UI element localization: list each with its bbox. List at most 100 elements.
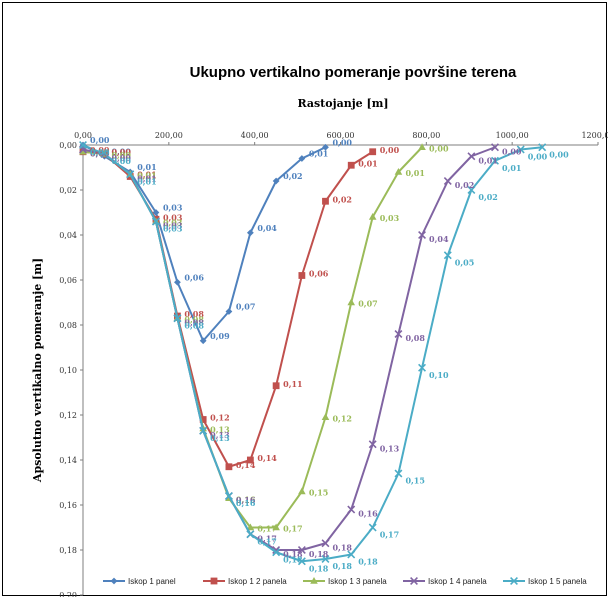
series-line [82, 146, 496, 551]
data-point [174, 278, 181, 286]
data-label: 0,18 [283, 554, 303, 564]
data-label: 0,06 [184, 272, 204, 282]
legend-label: Iskop 1 2 panela [228, 577, 287, 586]
data-label: 0,01 [502, 163, 521, 173]
data-label: 0,01 [478, 155, 497, 165]
series-3 [79, 143, 426, 531]
data-label: 0,03 [163, 218, 183, 228]
data-label: 0,00 [111, 156, 131, 166]
legend-swatch-marker [310, 577, 318, 584]
data-label: 0,18 [309, 563, 329, 573]
data-point [394, 469, 403, 478]
data-label: 0,17 [380, 530, 399, 540]
data-label: 0,04 [429, 234, 449, 244]
series-4 [79, 143, 499, 554]
data-label: 0,16 [236, 495, 256, 505]
data-point [321, 539, 330, 548]
data-label: 0,17 [283, 524, 302, 534]
data-point [443, 177, 452, 185]
y-tick-label: 0,00 [59, 141, 77, 150]
y-tick-label: 0,08 [59, 321, 77, 330]
data-point [491, 156, 499, 165]
x-tick-label: 0,00 [74, 131, 92, 140]
legend-label: Iskop 1 panel [128, 577, 176, 586]
data-label: 0,07 [236, 302, 255, 312]
data-point [418, 231, 427, 239]
data-label: 0,17 [257, 536, 276, 546]
data-label: 0,18 [358, 557, 378, 567]
data-point [369, 148, 377, 156]
data-label: 0,00 [111, 150, 131, 160]
data-point [246, 523, 255, 531]
axes: 0,00 200,00 400,00 600,00 800,00 1000,00 1200,… [59, 131, 608, 597]
data-label: 0,18 [332, 542, 352, 552]
data-label: 0,18 [332, 561, 352, 571]
y-tick-label: 0,16 [59, 501, 77, 510]
data-point [246, 229, 254, 237]
data-label: 0,14 [236, 460, 256, 470]
data-label: 0,17 [257, 524, 276, 534]
data-point [467, 186, 476, 194]
data-label: 0,00 [90, 147, 110, 157]
data-label: 0,15 [309, 488, 328, 498]
series-line [82, 144, 543, 563]
x-tick-label: 400,00 [241, 131, 269, 140]
data-point [79, 147, 87, 155]
legend-item: Iskop 1 panel [103, 577, 176, 586]
y-tick-label: 0,04 [59, 231, 77, 240]
data-label: 0,01 [358, 158, 377, 168]
data-point [321, 555, 330, 563]
legend-swatch-marker [410, 577, 418, 585]
data-label: 0,03 [163, 212, 183, 222]
data-label: 0,09 [210, 331, 230, 341]
data-point [100, 150, 109, 158]
legend-label: Iskop 1 5 panela [528, 577, 587, 586]
data-label: 0,06 [309, 269, 329, 279]
data-label: 0,03 [163, 203, 183, 213]
data-point [394, 330, 403, 338]
legend-item: Iskop 1 5 panela [503, 577, 587, 586]
legend-swatch-marker [210, 577, 218, 585]
data-label: 0,02 [478, 192, 497, 202]
data-point [418, 363, 427, 372]
series-line [82, 146, 423, 529]
data-label: 0,00 [90, 148, 110, 158]
data-point [199, 337, 207, 345]
data-point [516, 145, 525, 154]
legend-item: Iskop 1 4 panela [403, 577, 487, 586]
data-point [246, 456, 254, 464]
data-point [298, 272, 306, 279]
data-point [126, 170, 135, 179]
data-point [322, 143, 329, 151]
x-tick-label: 200,00 [155, 131, 183, 140]
data-point [418, 143, 426, 151]
data-point [151, 217, 160, 226]
y-tick-label: 0,20 [59, 591, 77, 597]
data-label: 0,00 [111, 153, 131, 163]
data-label: 0,18 [283, 549, 303, 559]
data-label: 0,08 [405, 333, 425, 343]
data-label: 0,15 [405, 476, 424, 486]
data-point [322, 197, 329, 205]
data-point [321, 413, 330, 421]
data-label: 0,00 [90, 149, 110, 159]
data-label: 0,00 [111, 146, 131, 156]
data-label: 0,10 [429, 370, 449, 380]
data-point [199, 426, 208, 435]
data-label: 0,14 [257, 453, 277, 463]
chart-title: Ukupno vertikalno pomeranje površine ter… [190, 64, 517, 81]
data-label: 0,16 [358, 509, 378, 519]
data-label: 0,00 [380, 145, 400, 155]
data-point [347, 505, 356, 514]
data-label: 0,00 [549, 149, 569, 159]
legend-item: Iskop 1 2 panela [203, 577, 287, 586]
data-label: 0,02 [332, 194, 351, 204]
legend: Iskop 1 panel Iskop 1 2 panela Iskop 1 3 p… [103, 577, 587, 586]
data-label: 0,01 [309, 149, 328, 159]
data-point [225, 463, 233, 471]
data-label: 0,13 [380, 443, 400, 453]
data-point [538, 143, 547, 152]
data-label: 0,12 [210, 413, 229, 423]
data-label: 0,02 [283, 171, 302, 181]
